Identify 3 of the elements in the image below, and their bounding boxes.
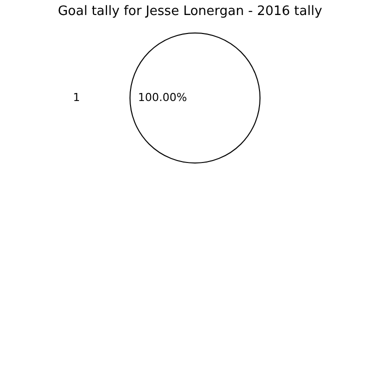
chart-title: Goal tally for Jesse Lonergan - 2016 tally	[58, 4, 322, 19]
data-label: 100.00%	[138, 91, 187, 104]
slice-label: 1	[73, 91, 80, 104]
